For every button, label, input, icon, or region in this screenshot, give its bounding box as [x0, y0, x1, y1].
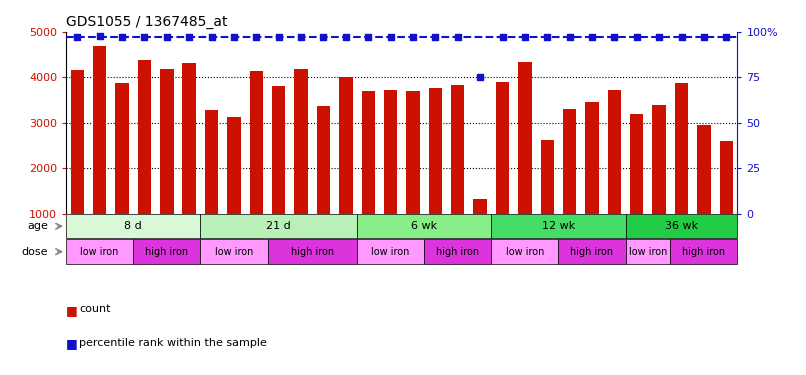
Bar — [250, 71, 263, 213]
Bar — [518, 62, 532, 213]
Point — [339, 34, 352, 40]
Point — [71, 34, 84, 40]
Point — [653, 34, 666, 40]
Text: high iron: high iron — [291, 247, 334, 256]
Point — [183, 34, 196, 40]
Bar — [272, 86, 285, 213]
Bar — [406, 91, 420, 213]
Point — [608, 34, 621, 40]
Text: GDS1055 / 1367485_at: GDS1055 / 1367485_at — [66, 15, 227, 30]
Bar — [625, 214, 737, 238]
Bar — [294, 69, 308, 213]
Text: high iron: high iron — [145, 247, 189, 256]
Bar — [66, 240, 133, 264]
Bar — [585, 102, 599, 213]
Bar — [66, 214, 201, 238]
Text: high iron: high iron — [571, 247, 613, 256]
Point — [518, 34, 531, 40]
Bar — [205, 110, 218, 213]
Point — [138, 34, 151, 40]
Text: low iron: low iron — [214, 247, 253, 256]
Text: ■: ■ — [66, 338, 78, 351]
Text: low iron: low iron — [505, 247, 544, 256]
Point — [205, 34, 218, 40]
Point — [720, 34, 733, 40]
Bar — [160, 69, 173, 213]
Point — [93, 33, 106, 39]
Point — [384, 34, 397, 40]
Text: ■: ■ — [66, 304, 78, 317]
Bar — [559, 240, 625, 264]
Text: 21 d: 21 d — [266, 221, 291, 231]
Bar — [201, 214, 357, 238]
Bar — [697, 125, 711, 213]
Bar — [115, 83, 129, 213]
Bar — [201, 240, 268, 264]
Text: 6 wk: 6 wk — [411, 221, 437, 231]
Point — [429, 34, 442, 40]
Bar — [671, 240, 737, 264]
Bar — [652, 105, 666, 213]
Bar — [357, 240, 424, 264]
Point — [630, 34, 643, 40]
Bar — [496, 82, 509, 213]
Text: high iron: high iron — [683, 247, 725, 256]
Point — [675, 34, 688, 40]
Text: low iron: low iron — [372, 247, 409, 256]
Text: percentile rank within the sample: percentile rank within the sample — [79, 338, 267, 348]
Bar — [541, 140, 554, 213]
Bar — [93, 46, 106, 213]
Text: 12 wk: 12 wk — [542, 221, 575, 231]
Bar — [492, 214, 625, 238]
Point — [563, 34, 576, 40]
Bar — [339, 77, 352, 213]
Text: high iron: high iron — [436, 247, 480, 256]
Text: count: count — [79, 304, 110, 314]
Point — [451, 34, 464, 40]
Bar — [71, 70, 84, 213]
Bar — [138, 60, 152, 213]
Point — [406, 34, 419, 40]
Bar — [182, 63, 196, 213]
Point — [250, 34, 263, 40]
Point — [496, 34, 509, 40]
Bar — [563, 109, 576, 213]
Bar — [473, 200, 487, 213]
Bar — [429, 88, 442, 213]
Text: age: age — [27, 221, 48, 231]
Bar — [492, 240, 559, 264]
Text: low iron: low iron — [629, 247, 667, 256]
Point — [272, 34, 285, 40]
Text: low iron: low iron — [81, 247, 118, 256]
Text: 36 wk: 36 wk — [665, 221, 698, 231]
Bar — [608, 90, 621, 213]
Point — [160, 34, 173, 40]
Bar — [630, 114, 643, 213]
Bar — [133, 240, 201, 264]
Bar — [317, 106, 330, 213]
Bar — [451, 84, 464, 213]
Point — [227, 34, 240, 40]
Point — [541, 34, 554, 40]
Bar — [227, 117, 241, 213]
Bar — [384, 90, 397, 213]
Bar — [424, 240, 492, 264]
Point — [362, 34, 375, 40]
Text: 8 d: 8 d — [124, 221, 142, 231]
Point — [115, 34, 128, 40]
Point — [474, 74, 487, 80]
Bar — [720, 141, 733, 213]
Bar — [268, 240, 357, 264]
Text: dose: dose — [22, 247, 48, 256]
Bar — [362, 91, 375, 213]
Point — [317, 34, 330, 40]
Bar — [357, 214, 492, 238]
Bar — [625, 240, 671, 264]
Point — [295, 34, 308, 40]
Bar — [675, 83, 688, 213]
Point — [697, 34, 710, 40]
Point — [586, 34, 599, 40]
